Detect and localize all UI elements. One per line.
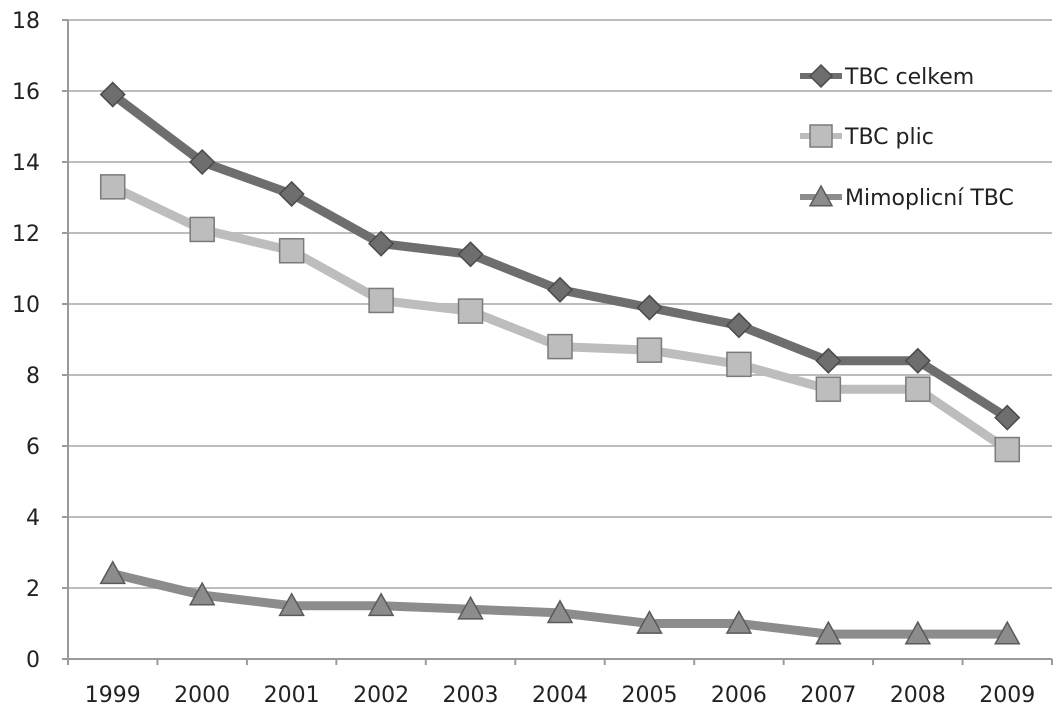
legend-entry: TBC plic (800, 124, 934, 150)
axes (62, 19, 1053, 665)
data-point (994, 404, 1021, 431)
x-tick-label: 2003 (443, 683, 499, 707)
legend: TBC celkem TBC plic Mimoplicní TBC (800, 63, 1014, 211)
grid-lines (68, 19, 1052, 589)
y-tick-label: 4 (26, 506, 40, 531)
x-tick-label: 2007 (800, 683, 856, 707)
data-point (815, 347, 842, 374)
data-point (278, 238, 305, 264)
x-tick-label: 2001 (264, 683, 320, 707)
y-tick-label: 14 (12, 151, 40, 176)
data-point (99, 560, 127, 585)
data-point (189, 216, 215, 243)
y-tick-label: 10 (12, 293, 40, 318)
data-point (547, 333, 573, 360)
x-tick-label: 2005 (621, 683, 677, 707)
data-point (546, 599, 574, 624)
x-tick-label: 2006 (711, 683, 767, 707)
data-point (99, 81, 126, 108)
series-tbc-plic (99, 174, 1021, 463)
legend-entry: Mimoplicní TBC (800, 184, 1014, 211)
data-point (904, 347, 931, 374)
data-point (904, 620, 932, 645)
legend-label: Mimoplicní TBC (845, 186, 1014, 211)
series-mimoplicní-tbc (99, 560, 1021, 645)
y-tick-labels: 0 2 4 6 8 10 12 14 16 18 (12, 9, 40, 673)
data-point (546, 276, 574, 303)
series (99, 81, 1021, 645)
y-tick-label: 16 (12, 80, 40, 105)
data-point (457, 595, 484, 620)
data-point (994, 436, 1021, 463)
legend-marker (809, 124, 833, 148)
x-tick-label: 2004 (532, 683, 588, 707)
data-point (636, 337, 663, 363)
data-point (725, 609, 753, 634)
y-tick-label: 2 (26, 577, 40, 602)
y-tick-label: 8 (26, 364, 40, 389)
data-point (726, 351, 752, 378)
x-tick-label: 2009 (979, 683, 1035, 707)
data-point (636, 609, 663, 634)
x-tick-label: 2000 (174, 683, 230, 707)
data-point (815, 620, 842, 645)
y-tick-label: 6 (26, 435, 40, 460)
y-tick-label: 12 (12, 222, 40, 247)
data-point (636, 294, 663, 321)
y-tick-label: 0 (26, 648, 40, 673)
series-tbc-celkem (99, 81, 1021, 431)
y-tick-label: 18 (12, 9, 40, 34)
x-tick-label: 2002 (353, 683, 409, 707)
data-point (725, 312, 752, 339)
data-point (99, 174, 126, 200)
legend-marker (808, 63, 834, 89)
data-point (815, 376, 842, 402)
x-tick-labels: 1999 2000 2001 2002 2003 2004 2005 2006 2007 2008… (85, 683, 1036, 707)
data-point (993, 620, 1021, 645)
data-point (905, 376, 931, 402)
x-tick-label: 2008 (890, 683, 946, 707)
data-point (457, 298, 484, 324)
legend-label: TBC celkem (844, 65, 974, 90)
legend-marker (808, 184, 834, 207)
x-tick-label: 1999 (85, 683, 141, 707)
data-point (368, 287, 394, 314)
legend-entry: TBC celkem (800, 63, 974, 90)
data-point (189, 148, 216, 176)
data-point (368, 230, 395, 257)
data-point (278, 592, 305, 617)
data-point (457, 241, 484, 268)
series-line (110, 182, 1010, 454)
data-point (188, 581, 216, 606)
legend-label: TBC plic (844, 125, 934, 150)
data-point (367, 592, 395, 617)
data-point (278, 180, 305, 208)
